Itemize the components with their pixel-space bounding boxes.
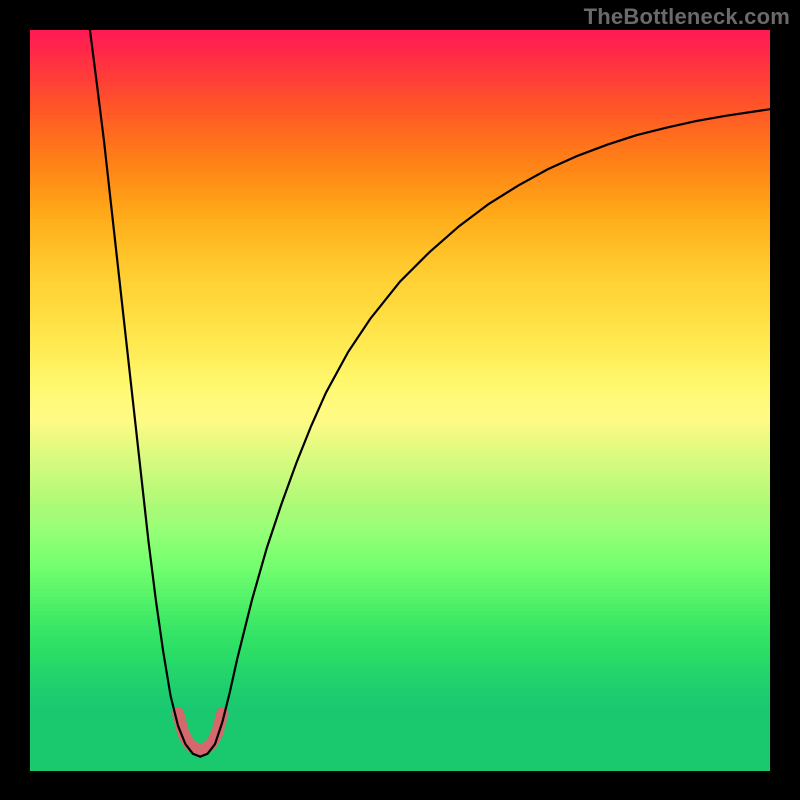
watermark: TheBottleneck.com — [584, 4, 790, 30]
bottleneck-curve — [90, 30, 770, 757]
plot-area — [30, 30, 770, 770]
chart-frame: TheBottleneck.com — [0, 0, 800, 800]
curve-layer — [30, 30, 770, 770]
